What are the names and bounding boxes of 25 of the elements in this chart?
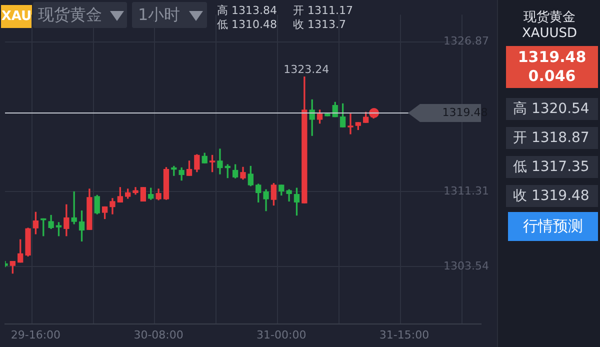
annotation: 1323.24 (284, 63, 330, 76)
text: 0.046 (527, 67, 577, 85)
candlestick (140, 187, 146, 202)
text: 1319.48 (516, 48, 588, 66)
text: 行情预测 (508, 212, 598, 241)
annotation: XAU (1, 5, 32, 28)
text: 收 1319.48 (513, 187, 590, 205)
y-tick-label: 1326.87 (444, 34, 489, 48)
text: 现货黄金 (522, 9, 576, 26)
text: 高 1320.54 (513, 100, 590, 118)
annotation: 收 1313.7 (293, 18, 346, 31)
x-tick-label: 31-15:00 (379, 328, 430, 342)
x-tick-label: 30-08:00 (134, 328, 184, 342)
candlestick (324, 114, 330, 116)
annotation: 开 1311.17 (293, 4, 353, 17)
annotation: 低 1310.48 (217, 18, 277, 31)
y-tick-label: 1311.31 (444, 184, 489, 198)
x-tick-label: 31-00:00 (256, 328, 306, 342)
text: 低 1317.35 (513, 158, 590, 176)
x-tick-label: 29-16:00 (10, 328, 61, 342)
y-tick-label: 1303.54 (444, 259, 489, 272)
text: XAUUSD (520, 26, 578, 41)
annotation: 高 1313.84 (217, 4, 277, 17)
text: 开 1318.87 (513, 129, 590, 147)
annotation: 1小时 (138, 5, 180, 26)
